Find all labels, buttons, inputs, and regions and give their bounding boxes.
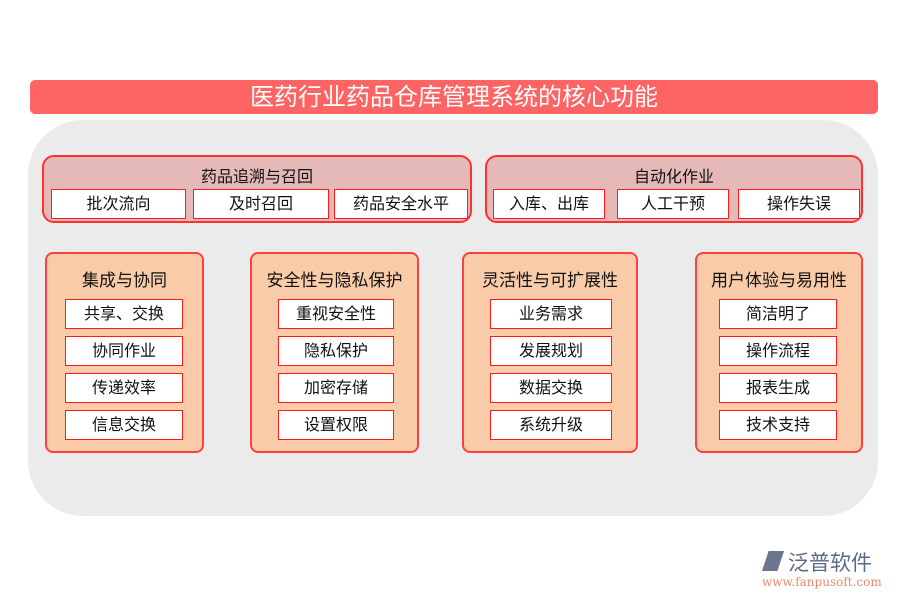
card-title: 灵活性与可扩展性 [482,271,618,291]
card-item: 共享、交换 [65,299,183,329]
card-integration: 集成与协同 共享、交换 协同作业 传递效率 信息交换 [45,252,204,453]
group-item: 入库、出库 [493,189,605,219]
card-item: 系统升级 [490,410,612,440]
group-item: 及时召回 [193,189,329,219]
group-traceability: 药品追溯与召回 批次流向 及时召回 药品安全水平 [42,155,472,223]
page-title: 医药行业药品仓库管理系统的核心功能 [30,80,878,114]
card-item: 操作流程 [719,336,837,366]
group-automation: 自动化作业 入库、出库 人工干预 操作失误 [485,155,863,223]
card-item: 协同作业 [65,336,183,366]
logo: 泛普软件 www.fanpusoft.com [758,547,888,592]
group-item: 人工干预 [617,189,729,219]
card-item: 设置权限 [278,410,394,440]
card-flexibility: 灵活性与可扩展性 业务需求 发展规划 数据交换 系统升级 [462,252,638,453]
card-title: 用户体验与易用性 [711,271,847,291]
logo-brand: 泛普软件 [788,551,872,575]
group-title: 自动化作业 [633,167,714,186]
card-item: 技术支持 [719,410,837,440]
card-item: 传递效率 [65,373,183,403]
card-item: 信息交换 [65,410,183,440]
card-item: 加密存储 [278,373,394,403]
card-item: 数据交换 [490,373,612,403]
card-security: 安全性与隐私保护 重视安全性 隐私保护 加密存储 设置权限 [250,252,419,453]
card-item: 简洁明了 [719,299,837,329]
card-item: 报表生成 [719,373,837,403]
group-item: 药品安全水平 [334,189,468,219]
group-title: 药品追溯与召回 [200,167,313,186]
logo-url: www.fanpusoft.com [762,575,882,589]
card-item: 重视安全性 [278,299,394,329]
card-usability: 用户体验与易用性 简洁明了 操作流程 报表生成 技术支持 [695,252,863,453]
logo-mark-icon [762,551,784,571]
card-item: 业务需求 [490,299,612,329]
card-title: 集成与协同 [82,271,167,291]
card-item: 发展规划 [490,336,612,366]
card-item: 隐私保护 [278,336,394,366]
card-title: 安全性与隐私保护 [266,271,403,291]
group-item: 操作失误 [738,189,860,219]
group-item: 批次流向 [51,189,186,219]
